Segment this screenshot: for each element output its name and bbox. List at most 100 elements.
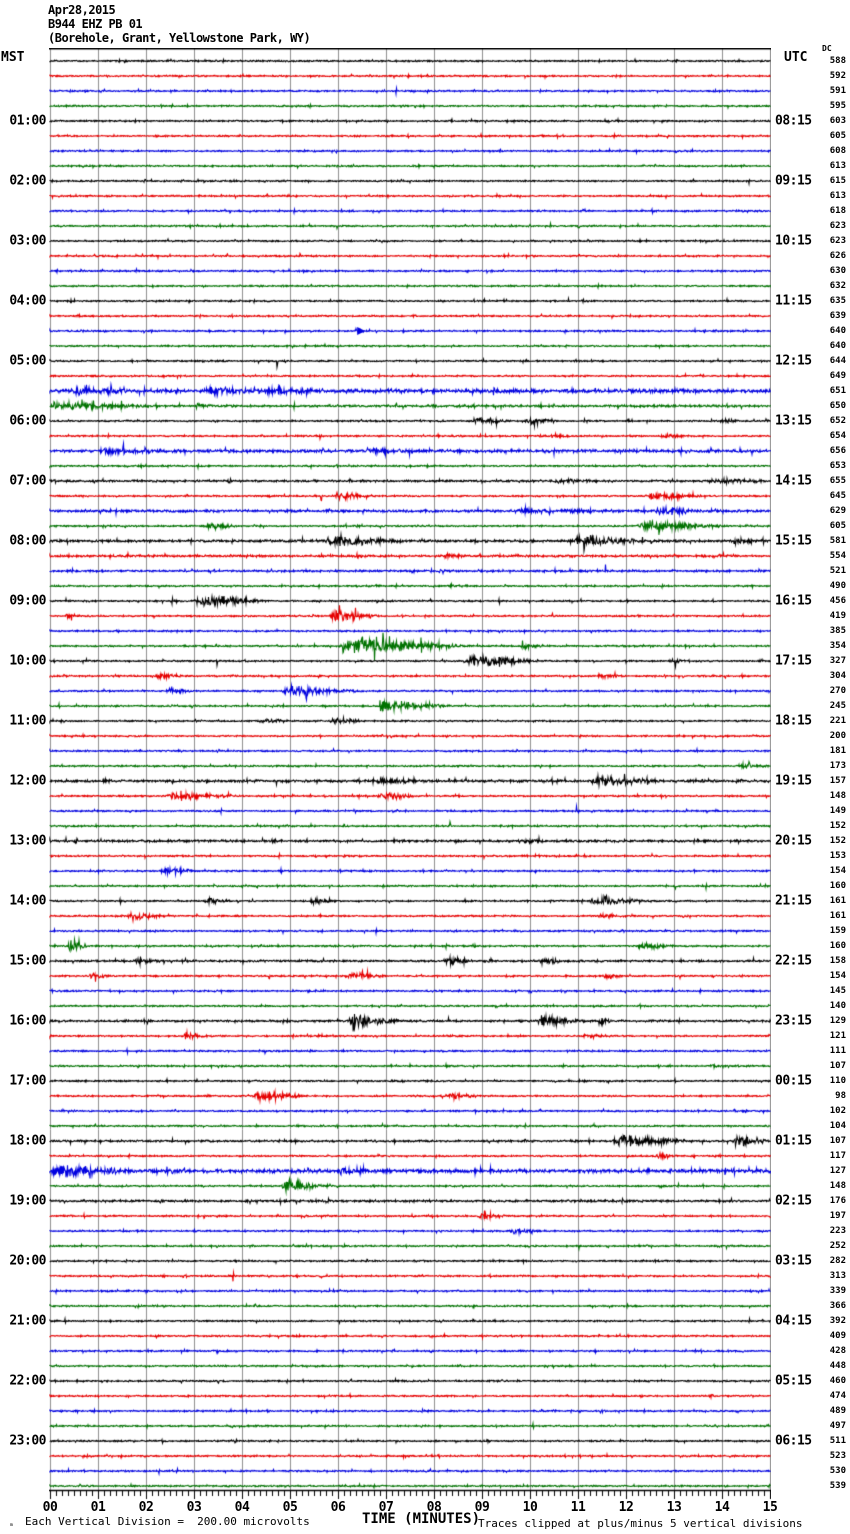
dc-value: 613 xyxy=(829,161,846,171)
dc-value: 223 xyxy=(829,1226,846,1236)
x-tick-label: 08 xyxy=(426,1500,442,1515)
dc-value: 448 xyxy=(829,1361,846,1371)
dc-value: 313 xyxy=(829,1271,846,1281)
dc-value: 615 xyxy=(829,176,846,186)
mst-hour-label: 04:00 xyxy=(9,293,46,309)
dc-value: 366 xyxy=(829,1301,846,1311)
utc-hour-label: 17:15 xyxy=(775,653,812,669)
dc-value: 632 xyxy=(829,281,846,291)
scale-note: Each Vertical Division = 200.00 microvol… xyxy=(25,1515,310,1528)
dc-value: 107 xyxy=(829,1136,846,1146)
x-tick-label: 15 xyxy=(762,1500,778,1515)
dc-value: 635 xyxy=(829,296,846,306)
x-tick-label: 14 xyxy=(714,1500,730,1515)
dc-value: 626 xyxy=(829,251,846,261)
x-tick-label: 06 xyxy=(330,1500,346,1515)
dc-value: 145 xyxy=(829,986,846,996)
utc-hour-label: 11:15 xyxy=(775,293,812,309)
title-station: B944 EHZ PB 01 xyxy=(48,17,143,31)
utc-hour-label: 12:15 xyxy=(775,353,812,369)
dc-value: 200 xyxy=(829,731,846,741)
dc-value: 523 xyxy=(829,1451,846,1461)
dc-value: 489 xyxy=(829,1406,846,1416)
left-axis-header: MST xyxy=(1,50,25,65)
utc-hour-label: 00:15 xyxy=(775,1073,812,1089)
dc-value: 595 xyxy=(829,101,846,111)
x-tick-label: 13 xyxy=(666,1500,682,1515)
dc-value: 127 xyxy=(829,1166,846,1176)
title-location: (Borehole, Grant, Yellowstone Park, WY) xyxy=(48,31,311,45)
mst-hour-label: 03:00 xyxy=(9,233,46,249)
dc-value: 651 xyxy=(829,386,846,396)
dc-value: 645 xyxy=(829,491,846,501)
mst-hour-label: 12:00 xyxy=(9,773,46,789)
dc-value: 640 xyxy=(829,341,846,351)
dc-value: 530 xyxy=(829,1466,846,1476)
dc-value: 129 xyxy=(829,1016,846,1026)
dc-value: 161 xyxy=(829,911,846,921)
utc-hour-label: 09:15 xyxy=(775,173,812,189)
mst-hour-label: 07:00 xyxy=(9,473,46,489)
dc-value: 591 xyxy=(829,86,846,96)
utc-hour-label: 23:15 xyxy=(775,1013,812,1029)
mst-hour-label: 01:00 xyxy=(9,113,46,129)
utc-hour-label: 13:15 xyxy=(775,413,812,429)
dc-value: 117 xyxy=(829,1151,846,1161)
dc-value: 102 xyxy=(829,1106,846,1116)
dc-value: 409 xyxy=(829,1331,846,1341)
dc-value: 644 xyxy=(829,356,846,366)
dc-value: 339 xyxy=(829,1286,846,1296)
utc-hour-label: 19:15 xyxy=(775,773,812,789)
dc-value: 649 xyxy=(829,371,846,381)
mst-hour-label: 15:00 xyxy=(9,953,46,969)
x-tick-label: 07 xyxy=(378,1500,394,1515)
dc-value: 639 xyxy=(829,311,846,321)
mst-hour-label: 08:00 xyxy=(9,533,46,549)
mst-hour-label: 22:00 xyxy=(9,1373,46,1389)
dc-value: 157 xyxy=(829,776,846,786)
x-axis-title: TIME (MINUTES) xyxy=(361,1511,481,1527)
dc-value: 592 xyxy=(829,71,846,81)
dc-value: 104 xyxy=(829,1121,846,1131)
dc-column-header: DC xyxy=(822,44,832,53)
dc-value: 152 xyxy=(829,821,846,831)
utc-hour-label: 21:15 xyxy=(775,893,812,909)
dc-value: 392 xyxy=(829,1316,846,1326)
dc-value: 176 xyxy=(829,1196,846,1206)
dc-value: 327 xyxy=(829,656,846,666)
mst-hour-label: 05:00 xyxy=(9,353,46,369)
x-tick-label: 10 xyxy=(522,1500,538,1515)
dc-value: 158 xyxy=(829,956,846,966)
utc-hour-label: 22:15 xyxy=(775,953,812,969)
mst-hour-label: 23:00 xyxy=(9,1433,46,1449)
dc-value: 581 xyxy=(829,536,846,546)
x-tick-label: 03 xyxy=(186,1500,202,1515)
dc-value: 618 xyxy=(829,206,846,216)
dc-value: 539 xyxy=(829,1481,846,1491)
x-tick-label: 02 xyxy=(138,1500,154,1515)
x-tick-label: 09 xyxy=(474,1500,490,1515)
dc-value: 521 xyxy=(829,566,846,576)
x-tick-label: 11 xyxy=(570,1500,586,1515)
mst-hour-label: 02:00 xyxy=(9,173,46,189)
dc-value: 304 xyxy=(829,671,846,681)
dc-value: 428 xyxy=(829,1346,846,1356)
dc-value: 181 xyxy=(829,746,846,756)
utc-hour-label: 05:15 xyxy=(775,1373,812,1389)
dc-value: 588 xyxy=(829,56,846,66)
dc-value: 107 xyxy=(829,1061,846,1071)
dc-value: 160 xyxy=(829,941,846,951)
x-tick-label: 04 xyxy=(234,1500,250,1515)
dc-value: 161 xyxy=(829,896,846,906)
dc-value: 245 xyxy=(829,701,846,711)
x-tick-label: 05 xyxy=(282,1500,298,1515)
x-tick-label: 12 xyxy=(618,1500,634,1515)
utc-hour-label: 16:15 xyxy=(775,593,812,609)
dc-value: 121 xyxy=(829,1031,846,1041)
dc-value: 173 xyxy=(829,761,846,771)
mst-hour-label: 10:00 xyxy=(9,653,46,669)
mst-hour-label: 11:00 xyxy=(9,713,46,729)
dc-value: 652 xyxy=(829,416,846,426)
mst-hour-label: 06:00 xyxy=(9,413,46,429)
